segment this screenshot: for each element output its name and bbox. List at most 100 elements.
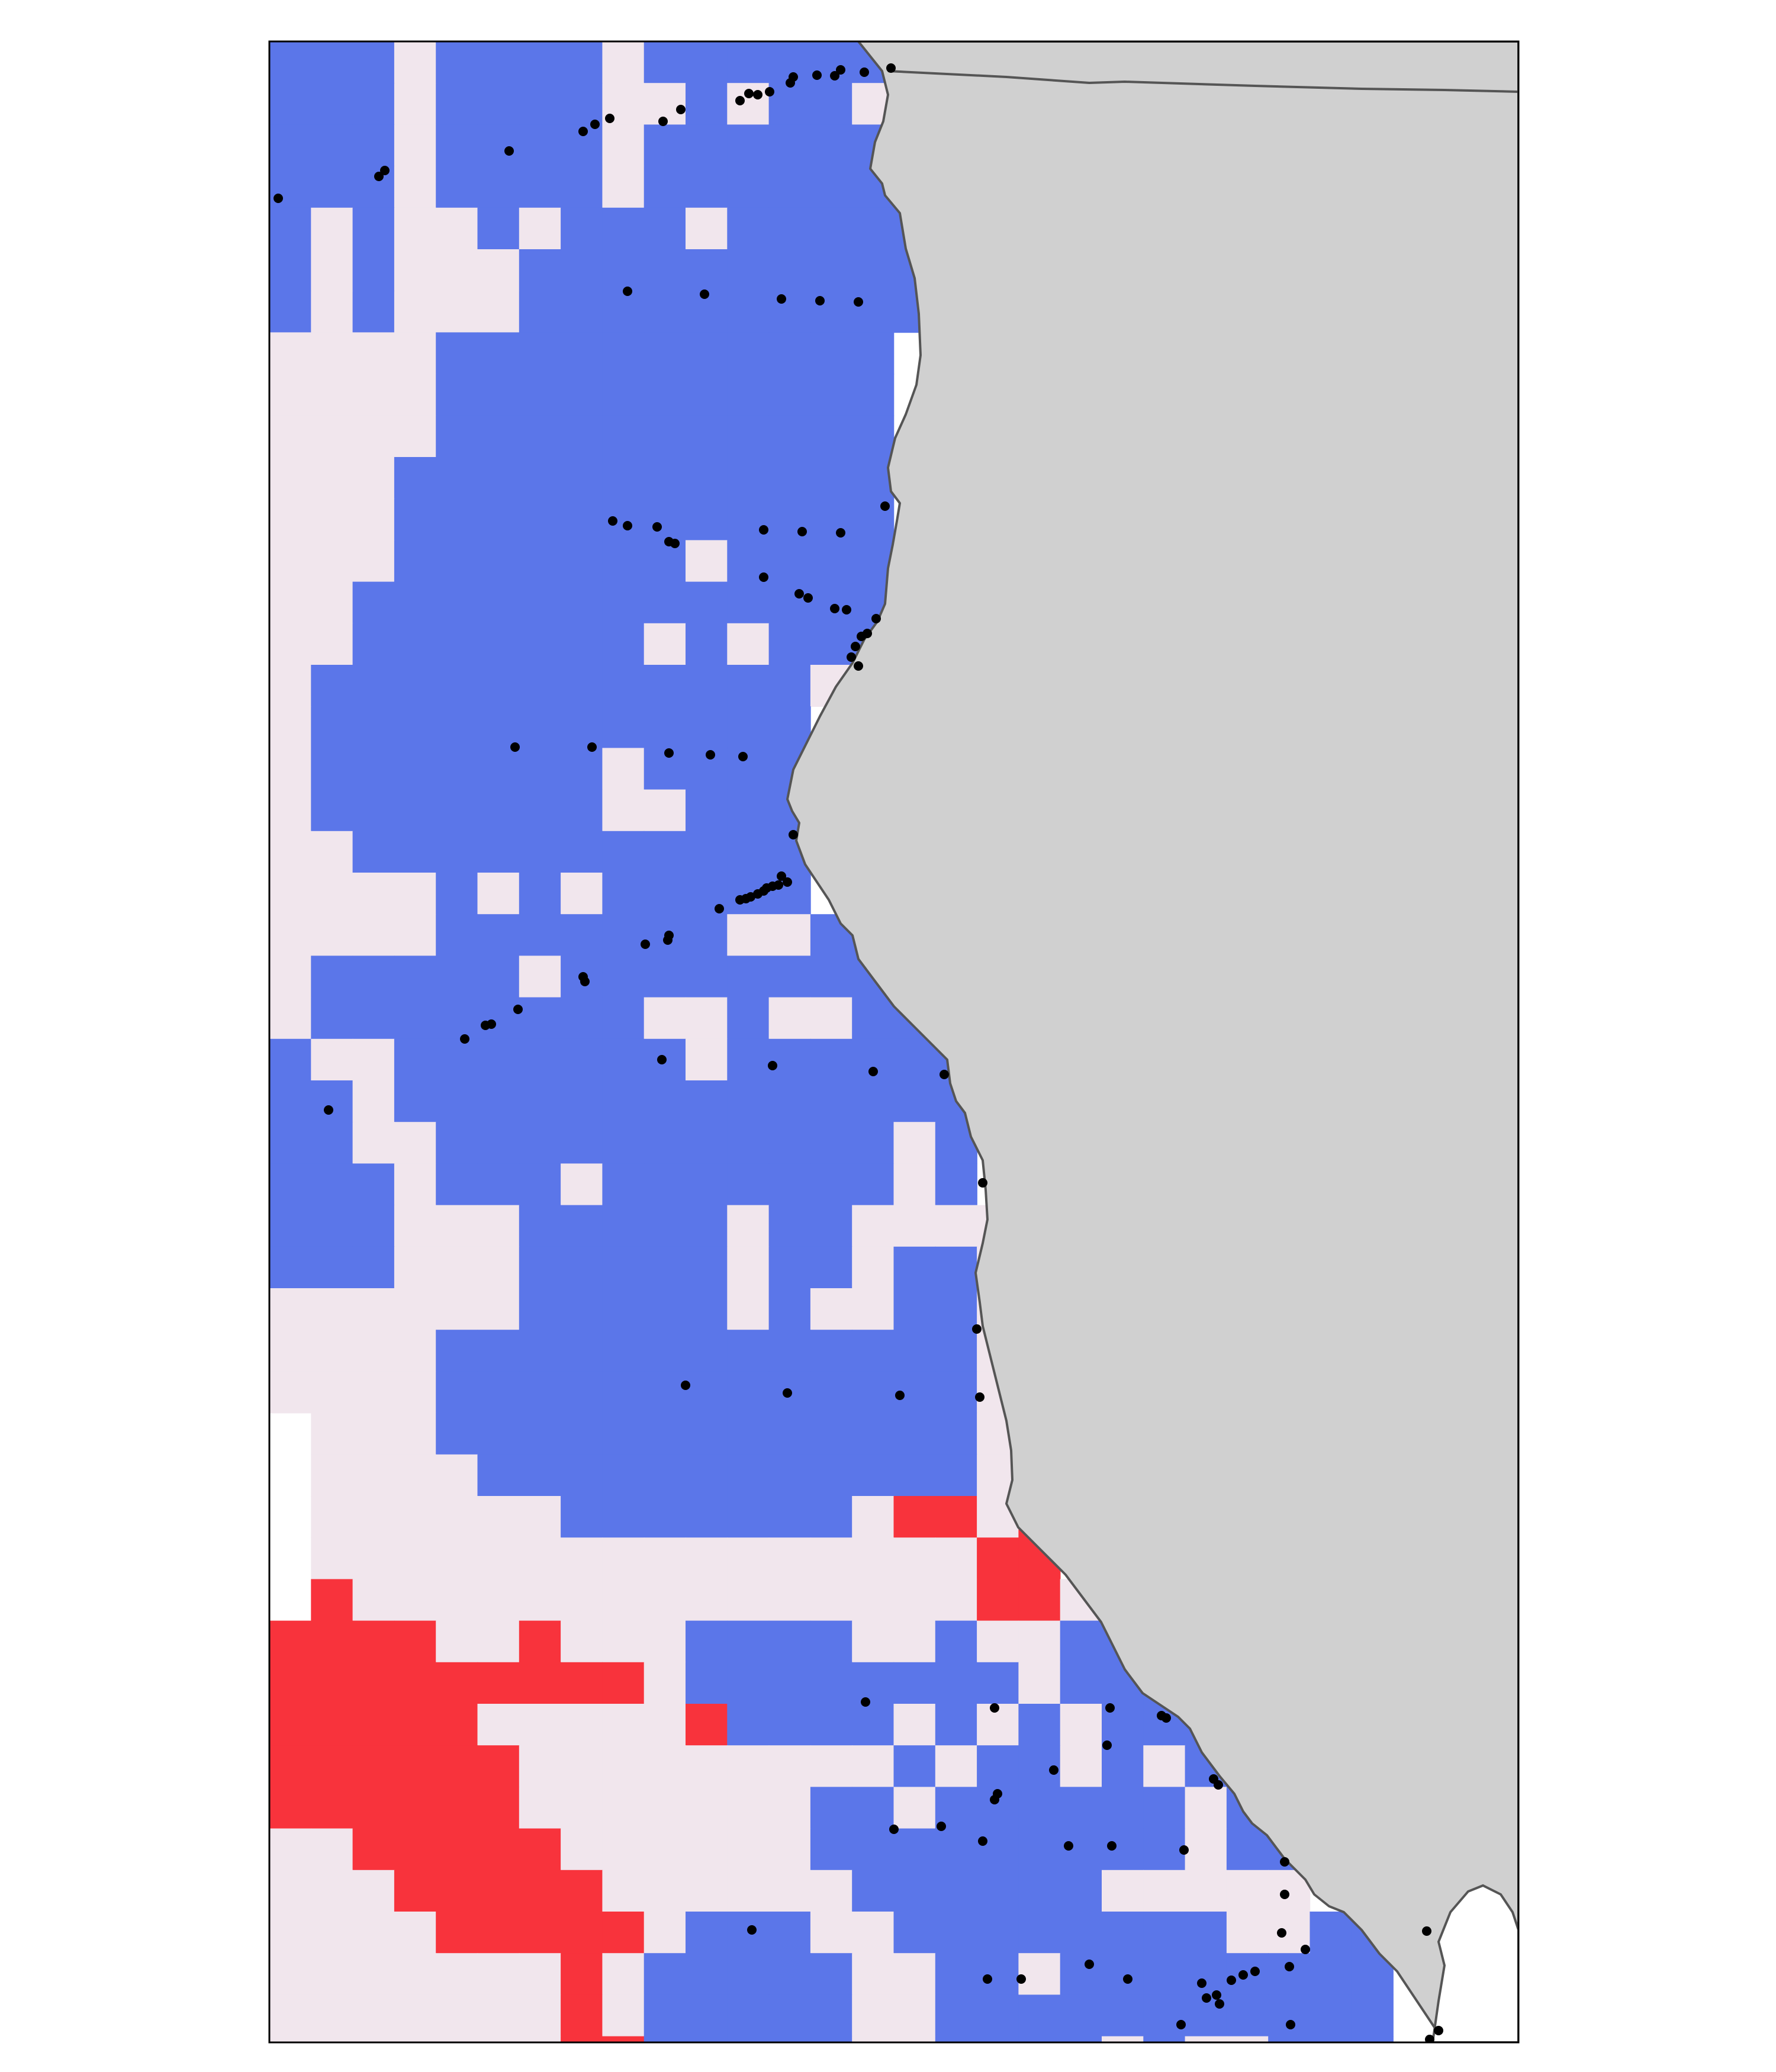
grid-cell-neutral	[686, 1828, 728, 1871]
grid-cell-cool	[436, 1038, 478, 1081]
grid-cell-cool	[519, 124, 561, 167]
grid-cell-cool	[893, 1828, 936, 1871]
grid-cell-cool	[727, 665, 770, 707]
grid-cell-neutral	[602, 1953, 645, 1996]
grid-cell-cool	[602, 1246, 645, 1289]
station-point	[738, 752, 748, 761]
grid-cell-cool	[852, 249, 895, 291]
grid-cell-cool	[768, 1080, 811, 1122]
grid-cell-neutral	[727, 1246, 770, 1289]
grid-cell-cool	[436, 914, 478, 957]
grid-cell-neutral	[519, 1745, 561, 1788]
grid-cell-cool	[644, 124, 686, 167]
station-point	[380, 166, 390, 175]
grid-cell-cool	[852, 1122, 895, 1164]
grid-cell-cool	[810, 1330, 852, 1372]
grid-cell-neutral	[352, 1330, 395, 1372]
grid-cell-cool	[477, 1330, 520, 1372]
grid-cell-cool	[686, 498, 728, 541]
grid-cell-neutral	[1102, 1870, 1144, 1912]
grid-cell-neutral	[1143, 1745, 1186, 1788]
grid-cell-cool	[602, 1288, 645, 1330]
station-point	[274, 194, 283, 203]
station-point	[510, 742, 520, 752]
grid-cell-cool	[768, 1246, 811, 1289]
grid-cell-warm	[977, 1537, 1019, 1580]
grid-cell-cool	[269, 1163, 312, 1206]
grid-cell-neutral	[311, 831, 353, 873]
grid-cell-cool	[269, 1246, 312, 1289]
station-point	[857, 632, 866, 641]
grid-cell-neutral	[269, 332, 312, 375]
grid-cell-cool	[644, 1122, 686, 1164]
station-point	[1277, 1928, 1286, 1938]
grid-cell-neutral	[602, 1745, 645, 1788]
grid-cell-neutral	[1226, 1870, 1269, 1912]
grid-cell-neutral	[269, 831, 312, 873]
grid-cell-neutral	[852, 1246, 895, 1289]
station-point	[681, 1381, 690, 1390]
grid-cell-cool	[768, 1454, 811, 1497]
grid-cell-cool	[519, 748, 561, 790]
grid-cell-neutral	[436, 1205, 478, 1247]
grid-cell-cool	[686, 249, 728, 291]
grid-cell-cool	[561, 997, 603, 1040]
grid-cell-neutral	[352, 1537, 395, 1580]
grid-cell-neutral	[810, 1870, 852, 1912]
grid-cell-cool	[810, 2036, 852, 2042]
sst-anomaly-grid	[269, 41, 1394, 2042]
grid-cell-cool	[561, 1080, 603, 1122]
station-point	[1085, 1960, 1094, 1969]
grid-cell-cool	[935, 1620, 977, 1663]
station-point	[765, 87, 774, 96]
grid-cell-neutral	[394, 2036, 436, 2042]
grid-cell-cool	[935, 1454, 977, 1497]
station-point	[1285, 1962, 1294, 1971]
grid-cell-neutral	[436, 1537, 478, 1580]
station-point	[481, 1021, 490, 1030]
grid-cell-neutral	[352, 1953, 395, 1996]
grid-cell-cool	[893, 1288, 936, 1330]
grid-cell-cool	[519, 1330, 561, 1372]
grid-cell-cool	[727, 955, 770, 998]
grid-cell-cool	[852, 1080, 895, 1122]
grid-cell-neutral	[394, 873, 436, 915]
grid-cell-neutral	[394, 1288, 436, 1330]
grid-cell-neutral	[1060, 1745, 1102, 1788]
grid-cell-neutral	[352, 1496, 395, 1538]
station-point	[1176, 2020, 1186, 2029]
grid-cell-neutral	[686, 540, 728, 583]
grid-cell-cool	[686, 1288, 728, 1330]
station-point	[854, 297, 863, 307]
grid-cell-cool	[394, 540, 436, 583]
grid-cell-cool	[768, 706, 811, 749]
grid-cell-neutral	[644, 1870, 686, 1912]
border-line	[887, 70, 1518, 93]
grid-cell-cool	[269, 83, 312, 126]
grid-cell-cool	[1060, 1870, 1102, 1912]
grid-cell-cool	[852, 1704, 895, 1746]
station-point	[706, 750, 715, 760]
grid-cell-neutral	[686, 1870, 728, 1912]
grid-cell-neutral	[352, 2036, 395, 2042]
map-frame	[268, 40, 1520, 2044]
grid-cell-neutral	[394, 1371, 436, 1414]
grid-cell-cool	[519, 1246, 561, 1289]
grid-cell-cool	[436, 498, 478, 541]
grid-cell-neutral	[893, 1205, 936, 1247]
grid-cell-cool	[644, 374, 686, 416]
grid-cell-cool	[810, 498, 852, 541]
grid-cell-warm	[602, 2036, 645, 2042]
grid-cell-warm	[394, 1828, 436, 1871]
station-point	[759, 572, 768, 582]
grid-cell-cool	[352, 41, 395, 83]
grid-cell-warm	[394, 1745, 436, 1788]
grid-cell-cool	[810, 124, 852, 167]
grid-cell-cool	[893, 1745, 936, 1788]
grid-cell-neutral	[352, 1579, 395, 1621]
grid-cell-neutral	[311, 914, 353, 957]
grid-cell-cool	[477, 1122, 520, 1164]
station-point	[1105, 1703, 1115, 1713]
grid-cell-cool	[810, 955, 852, 998]
grid-cell-warm	[311, 1620, 353, 1663]
